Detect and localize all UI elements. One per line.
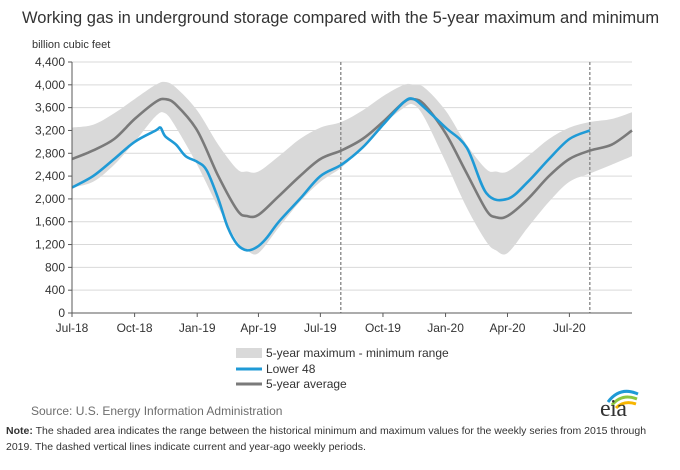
x-tick-label: Oct-19: [365, 321, 401, 335]
y-tick-label: 800: [45, 260, 65, 274]
five-year-average-line: [71, 97, 633, 220]
legend-label: 5-year average: [266, 377, 347, 391]
x-tick-label: Jan-20: [427, 321, 464, 335]
y-tick-label: 1,600: [35, 215, 65, 229]
x-tick-label: Jul-20: [553, 321, 586, 335]
y-axis-units-label: billion cubic feet: [32, 39, 111, 51]
y-tick-label: 3,600: [35, 101, 65, 115]
legend-label: 5-year maximum - minimum range: [266, 346, 449, 360]
footnote-label: Note:: [6, 425, 33, 437]
y-tick-label: 2,000: [35, 192, 65, 206]
legend-label: Lower 48: [266, 362, 316, 376]
legend-swatch-range: [236, 348, 262, 358]
range-band: [72, 81, 632, 255]
y-tick-label: 2,800: [35, 146, 65, 160]
eia-logo-text: eia: [600, 396, 627, 422]
y-tick-label: 2,400: [35, 169, 65, 183]
range-band-layer: [72, 81, 632, 255]
y-tick-label: 4,000: [35, 78, 65, 92]
y-tick-label: 3,200: [35, 123, 65, 137]
x-tick-label: Jan-19: [179, 321, 216, 335]
x-tick-label: Apr-20: [489, 321, 525, 335]
series-lines: [71, 97, 633, 252]
source-note: Source: U.S. Energy Information Administ…: [31, 404, 283, 418]
x-tick-label: Oct-18: [117, 321, 153, 335]
vertical-markers: [340, 62, 591, 313]
chart-title: Working gas in underground storage compa…: [22, 9, 660, 27]
y-tick-label: 400: [45, 283, 65, 297]
y-tick-label: 4,400: [35, 55, 65, 69]
y-tick-label: 1,200: [35, 238, 65, 252]
lower-48-line: [71, 97, 591, 252]
x-tick-label: Jul-18: [56, 321, 89, 335]
axes: 0 400 800 1,200 1,600 2,000 2,400 2,800 3,200 3,6…: [35, 55, 632, 335]
legend: 5-year maximum - minimum range Lower 485-…: [236, 346, 449, 391]
eia-logo-icon: [606, 389, 639, 410]
footnote-text: The shaded area indicates the range betw…: [6, 425, 647, 453]
y-tick-label: 0: [58, 306, 65, 320]
footnote: Note: The shaded area indicates the rang…: [6, 423, 666, 455]
x-tick-label: Apr-19: [240, 321, 276, 335]
x-tick-label: Jul-19: [304, 321, 337, 335]
chart-canvas: 0 400 800 1,200 1,600 2,000 2,400 2,800 3,200 3,6…: [35, 55, 633, 391]
